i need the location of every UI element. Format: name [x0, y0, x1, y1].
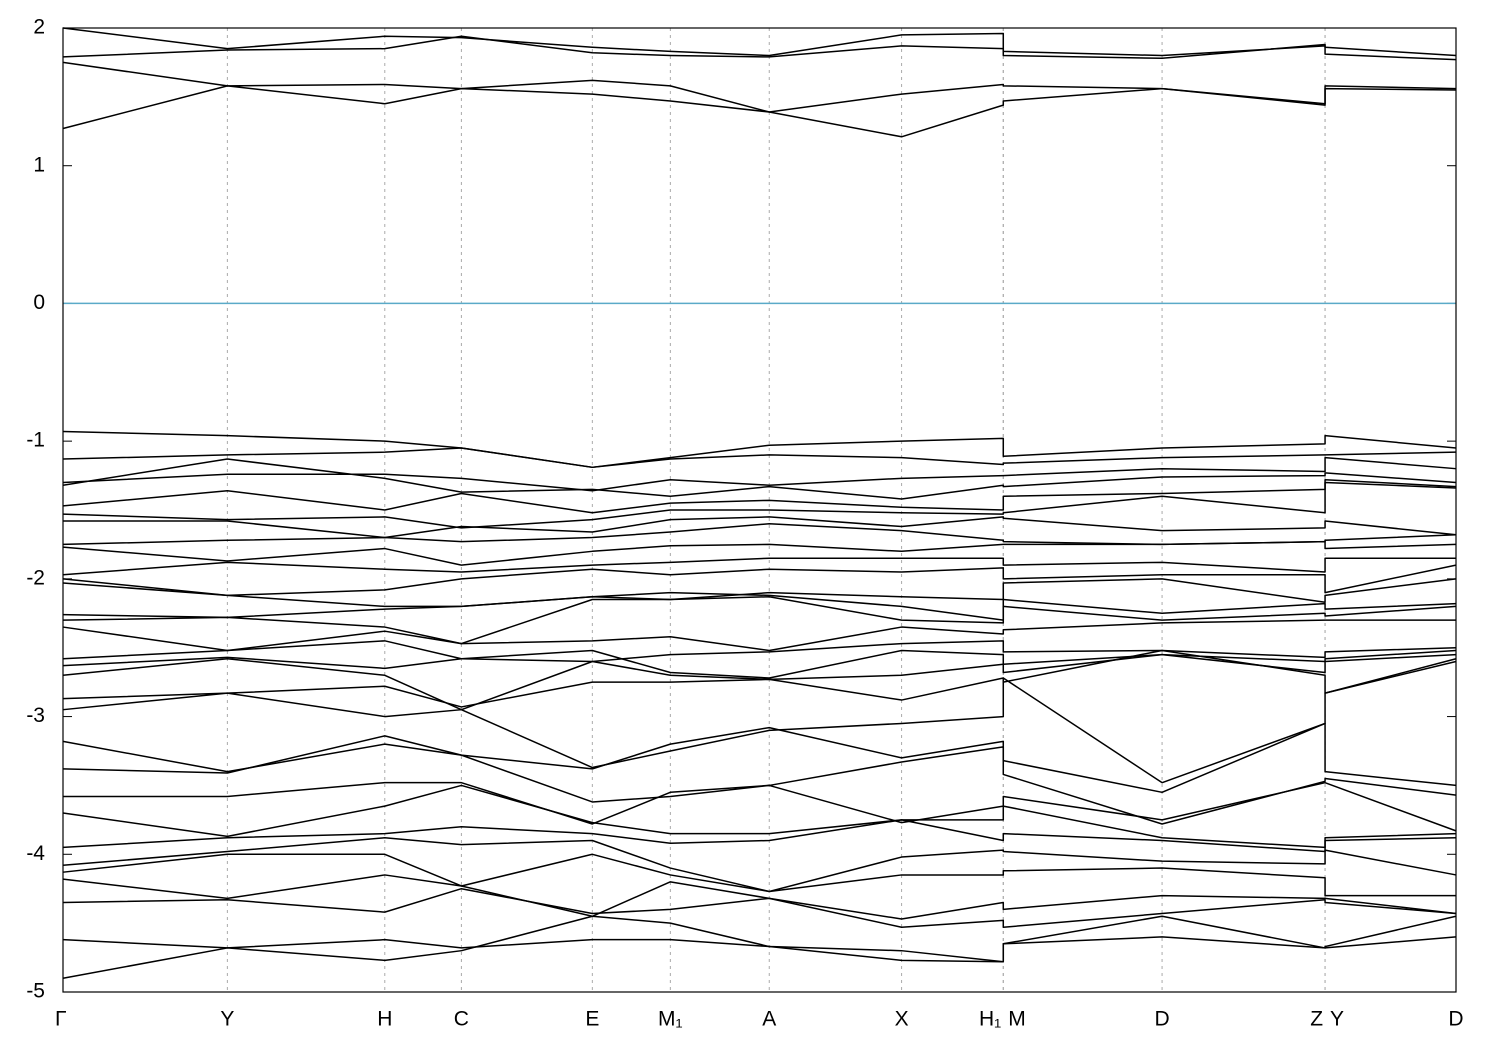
band-line [63, 516, 1457, 539]
x-tick-label: Y [1330, 1008, 1344, 1031]
band-line [62, 819, 1457, 853]
band-line [62, 640, 1457, 663]
band-line [62, 557, 1456, 576]
band-line [62, 456, 1457, 492]
y-tick-label: -5 [26, 980, 45, 1003]
band-line [62, 596, 1457, 645]
band-line [62, 887, 1457, 929]
y-tick-label: 2 [33, 16, 45, 39]
band-line [62, 564, 1457, 597]
x-tick-label: X [895, 1008, 909, 1031]
x-tick-label: C [454, 1008, 469, 1031]
x-tick-label: Y [220, 1008, 234, 1031]
band-line [62, 649, 1457, 708]
y-tick-label: 1 [33, 153, 45, 176]
band-line [62, 591, 1457, 621]
x-tick-label: E [585, 1008, 599, 1031]
y-tick-label: 0 [33, 291, 45, 314]
y-tick-label: -1 [26, 429, 45, 452]
band-line [62, 478, 1457, 514]
band-line [62, 649, 1457, 679]
band-line [62, 784, 1457, 849]
band-line [62, 653, 1457, 711]
x-tick-label: D [1448, 1008, 1463, 1031]
x-tick-label: M₁ [658, 1008, 683, 1031]
band-line [62, 853, 1456, 897]
y-tick-label: -2 [26, 566, 45, 589]
band-line [62, 85, 1457, 138]
band-line [62, 619, 1456, 652]
band-line [62, 722, 1457, 794]
band-line [62, 27, 1457, 57]
band-line [62, 447, 1457, 469]
x-tick-label: H₁ [979, 1008, 1001, 1031]
band-line [62, 458, 1457, 500]
band-line [62, 430, 1457, 469]
band-line [62, 481, 1457, 529]
y-tick-label: -3 [26, 704, 45, 727]
x-tick-label: A [762, 1008, 776, 1031]
x-tick-label: Γ [55, 1008, 67, 1031]
band-line [62, 660, 1457, 784]
y-tick-label: -4 [26, 842, 45, 865]
band-line [62, 61, 1457, 113]
band-line [63, 781, 1457, 832]
plot-frame [62, 27, 1457, 993]
x-tick-label: M [1008, 1008, 1026, 1031]
band-line [62, 578, 1457, 608]
x-tick-label: D [1154, 1008, 1169, 1031]
band-line [62, 540, 1457, 566]
x-tick-label: Z [1310, 1008, 1323, 1031]
band-line [62, 915, 1457, 979]
band-line [62, 837, 1457, 893]
x-tick-label: H [377, 1008, 392, 1031]
